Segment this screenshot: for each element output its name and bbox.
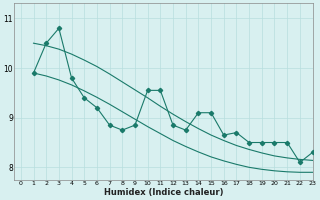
X-axis label: Humidex (Indice chaleur): Humidex (Indice chaleur) — [104, 188, 223, 197]
